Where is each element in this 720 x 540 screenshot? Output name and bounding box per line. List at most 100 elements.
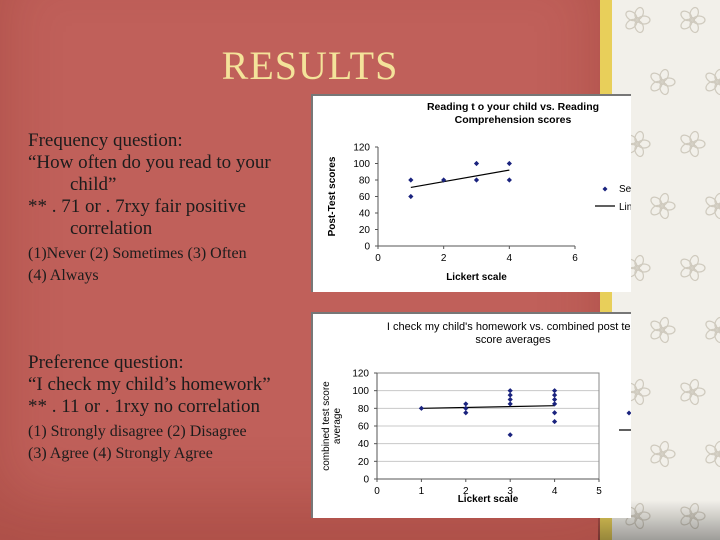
chart1-title-line: Comprehension scores (455, 114, 572, 126)
chart2-y-tick-label: 120 (352, 369, 369, 380)
flower-petal (637, 263, 651, 273)
flower-petal (714, 440, 720, 454)
q1-line1: Frequency question: (28, 130, 183, 151)
flower-center (658, 202, 666, 210)
flower-petal (625, 18, 638, 30)
flower-petal (689, 378, 699, 392)
chart2-data-point (507, 432, 513, 438)
chart1-x-tick-label: 4 (507, 253, 513, 264)
flower-petal (659, 82, 669, 96)
flower-center (688, 512, 696, 520)
chart1-x-tick-label: 0 (375, 253, 381, 264)
flower-petal (680, 18, 693, 30)
flower-petal (650, 80, 663, 92)
flower-petal (634, 392, 644, 406)
q1-line3: child” (70, 174, 117, 195)
flower-petal (714, 82, 720, 96)
flower-petal (659, 316, 669, 330)
flower-petal (650, 72, 663, 84)
flower-petal (650, 328, 663, 340)
flower-center (688, 264, 696, 272)
chart2-y-axis-label: combined test score (321, 381, 332, 471)
flower-petal (637, 387, 651, 397)
chart1-y-tick-label: 0 (364, 242, 370, 253)
chart2-y-tick-label: 20 (358, 457, 370, 468)
flower-petal (717, 78, 720, 86)
flower-petal (634, 254, 644, 268)
chart2-legend-marker (626, 410, 632, 416)
floral-pattern (625, 6, 720, 530)
chart1-x-tick-label: 2 (441, 253, 447, 264)
flower-petal (692, 139, 706, 149)
chart2-x-tick-label: 3 (507, 486, 513, 497)
q1-line4: ** . 71 or . 7rxy fair positive (28, 196, 246, 217)
flower-petal (705, 72, 718, 84)
flower-petal (634, 6, 644, 20)
chart2-data-point (552, 396, 558, 403)
flower-center (633, 388, 641, 396)
flower-center (633, 16, 641, 24)
q1-line5: correlation (70, 218, 153, 239)
flower-petal (689, 144, 699, 158)
flower-petal (662, 201, 676, 211)
flower-center (658, 78, 666, 86)
flower-center (633, 140, 641, 148)
frequency-question-block: Frequency question: “How often do you re… (28, 130, 308, 287)
chart1-data-point (408, 177, 414, 183)
q2-line2: “I check my child’s homework” (28, 374, 271, 395)
flower-center (658, 450, 666, 458)
chart1-x-tick-label: 6 (572, 253, 578, 264)
flower-petal (650, 320, 663, 332)
chart2-y-tick-label: 100 (352, 386, 369, 397)
flower-petal (714, 454, 720, 468)
chart1-y-tick-label: 40 (359, 209, 371, 220)
flower-petal (634, 502, 644, 516)
flower-petal (692, 387, 706, 397)
flower-petal (714, 68, 720, 82)
flower-center (688, 388, 696, 396)
flower-petal (705, 320, 718, 332)
chart1-legend-marker (602, 186, 608, 192)
chart1-y-tick-label: 20 (359, 225, 371, 236)
flower-petal (680, 506, 693, 518)
flower-petal (662, 325, 676, 335)
chart2-x-tick-label: 1 (419, 486, 425, 497)
chart2-y-axis-label: average (332, 407, 343, 444)
flower-petal (689, 254, 699, 268)
chart1-x-axis-label: Lickert scale (446, 272, 507, 283)
flower-petal (650, 452, 663, 464)
flower-petal (680, 10, 693, 22)
flower-center (633, 264, 641, 272)
chart1-y-tick-label: 120 (353, 143, 370, 154)
chart2-y-tick-label: 0 (363, 475, 369, 486)
flower-petal (705, 452, 718, 464)
flower-petal (650, 204, 663, 216)
chart2-data-point (552, 410, 558, 416)
flower-petal (659, 68, 669, 82)
flower-petal (717, 202, 720, 210)
chart1-data-point (473, 177, 480, 183)
chart2-title-line: score averages (475, 334, 551, 346)
chart2-data-point (507, 396, 513, 403)
preference-question-block: Preference question: “I check my child’s… (28, 352, 308, 465)
flower-petal (680, 266, 693, 278)
flower-petal (680, 382, 693, 394)
homework-chart: I check my child's homework vs. combined… (311, 312, 714, 518)
flower-petal (680, 134, 693, 146)
chart1-data-point (408, 193, 414, 200)
chart2-x-tick-label: 4 (552, 486, 558, 497)
flower-petal (634, 144, 644, 158)
flower-petal (637, 15, 651, 25)
flower-petal (689, 6, 699, 20)
flower-petal (705, 328, 718, 340)
flower-petal (637, 139, 651, 149)
chart1-title-line: Reading t o your child vs. Reading (427, 101, 599, 113)
flower-petal (680, 258, 693, 270)
flower-petal (659, 330, 669, 344)
chart2-data-point (463, 410, 469, 416)
q2-scale-line2: (3) Agree (4) Strongly Agree (28, 445, 213, 462)
flower-petal (650, 196, 663, 208)
chart1-data-point (473, 160, 480, 167)
reading-chart-svg: Reading t o your child vs. ReadingCompre… (327, 101, 690, 283)
